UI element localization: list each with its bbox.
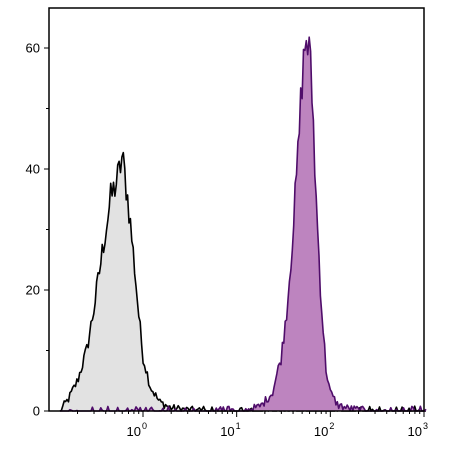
x-tick-label: 10	[127, 424, 141, 439]
x-tick-exponent: 3	[423, 421, 428, 431]
series-0-area	[60, 152, 426, 411]
y-tick-label: 40	[26, 162, 40, 177]
x-tick-label: 10	[314, 424, 328, 439]
y-tick-label: 60	[26, 41, 40, 56]
x-tick-exponent: 2	[329, 421, 334, 431]
y-tick-label: 20	[26, 283, 40, 298]
x-tick-exponent: 1	[236, 421, 241, 431]
y-tick-label: 0	[33, 404, 40, 419]
x-tick-label: 10	[220, 424, 234, 439]
x-tick-label: 10	[408, 424, 422, 439]
series-layer	[59, 36, 427, 412]
x-tick-exponent: 0	[142, 421, 147, 431]
